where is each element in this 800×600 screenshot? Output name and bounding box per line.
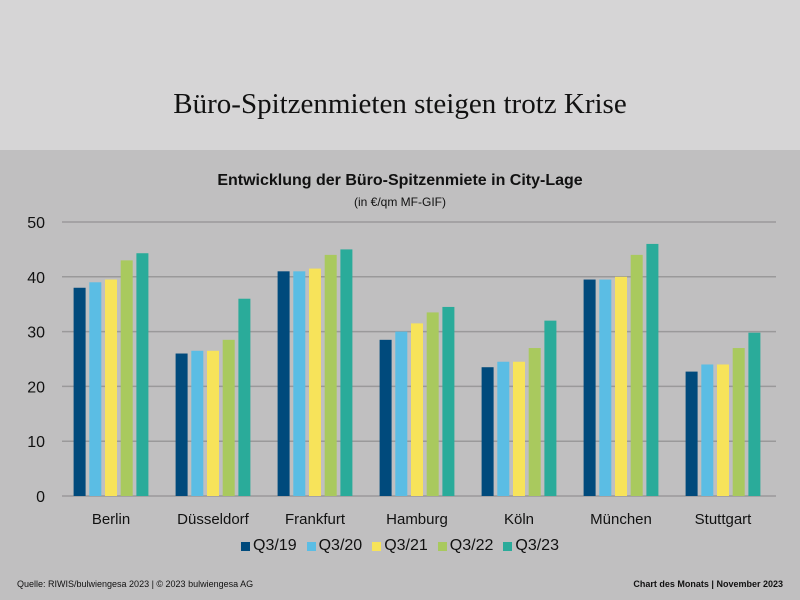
x-tick-label: Düsseldorf: [177, 511, 250, 528]
bar-q3-20-münchen: [599, 279, 612, 496]
bar-q3-22-münchen: [630, 254, 643, 496]
legend-label: Q3/21: [384, 537, 428, 554]
legend-swatch: [306, 541, 316, 551]
bar-q3-22-düsseldorf: [222, 339, 235, 496]
bar-q3-21-münchen: [615, 276, 627, 496]
y-tick-label: 50: [27, 215, 45, 232]
bar-q3-23-köln: [544, 320, 557, 496]
bar-q3-22-hamburg: [426, 312, 439, 496]
bar-q3-21-stuttgart: [717, 364, 729, 496]
bar-q3-22-köln: [528, 348, 541, 496]
x-tick-label: München: [590, 511, 652, 528]
y-tick-label: 20: [27, 379, 45, 396]
bar-q3-23-münchen: [646, 243, 659, 496]
legend-item: Q3/20: [306, 537, 363, 555]
x-tick-label: Hamburg: [386, 511, 448, 528]
bar-q3-19-köln: [481, 367, 494, 496]
legend-swatch: [241, 541, 251, 551]
legend-item: Q3/22: [437, 537, 494, 555]
bar-q3-22-stuttgart: [732, 348, 745, 496]
bar-q3-21-düsseldorf: [207, 350, 219, 496]
bar-q3-23-düsseldorf: [238, 298, 251, 496]
bar-q3-19-münchen: [583, 279, 596, 496]
bar-q3-20-berlin: [89, 282, 102, 496]
y-tick-label: 10: [27, 434, 45, 451]
x-tick-label: Frankfurt: [285, 511, 346, 528]
chart-of-month-note: Chart des Monats | November 2023: [633, 579, 783, 589]
bar-q3-20-köln: [497, 361, 510, 496]
x-tick-label: Köln: [504, 511, 534, 528]
bar-q3-21-berlin: [105, 279, 117, 496]
bar-q3-22-berlin: [120, 260, 133, 496]
page-title: Büro-Spitzenmieten steigen trotz Krise: [173, 88, 627, 120]
bar-q3-21-frankfurt: [309, 268, 321, 496]
bar-q3-22-frankfurt: [324, 254, 337, 496]
legend-label: Q3/23: [515, 537, 559, 554]
legend-swatch: [503, 541, 513, 551]
bar-q3-23-berlin: [136, 253, 149, 496]
bar-q3-23-frankfurt: [340, 249, 353, 496]
y-tick-label: 0: [36, 489, 45, 506]
bar-q3-21-hamburg: [411, 323, 423, 496]
bar-q3-19-berlin: [73, 287, 86, 496]
header-band: Büro-Spitzenmieten steigen trotz Krise: [0, 0, 800, 150]
chart-title: Entwicklung der Büro-Spitzenmiete in Cit…: [217, 172, 583, 189]
bar-q3-21-köln: [513, 361, 525, 496]
source-note: Quelle: RIWIS/bulwiengesa 2023 | © 2023 …: [17, 579, 254, 589]
bar-q3-19-hamburg: [379, 339, 392, 496]
bar-q3-20-frankfurt: [293, 271, 306, 496]
bar-q3-23-hamburg: [442, 306, 455, 496]
bar-q3-19-düsseldorf: [175, 353, 188, 496]
bar-q3-23-stuttgart: [748, 332, 761, 496]
legend-label: Q3/22: [449, 537, 494, 554]
bar-q3-19-frankfurt: [277, 271, 290, 496]
legend-item: Q3/23: [503, 537, 559, 555]
bar-q3-19-stuttgart: [685, 371, 698, 496]
y-tick-label: 30: [27, 325, 45, 342]
legend-label: Q3/20: [318, 537, 363, 554]
legend-item: Q3/21: [372, 537, 428, 555]
chart-subtitle: (in €/qm MF-GIF): [354, 195, 446, 209]
bar-q3-20-hamburg: [395, 331, 408, 496]
y-tick-label: 40: [27, 270, 45, 287]
chart-legend: Q3/19 Q3/20 Q3/21 Q3/22 Q3/23: [0, 537, 800, 555]
legend-label: Q3/19: [253, 537, 297, 554]
bar-q3-20-düsseldorf: [191, 350, 204, 496]
legend-swatch: [437, 541, 447, 551]
legend-swatch: [372, 541, 382, 551]
legend-item: Q3/19: [241, 537, 297, 555]
x-tick-label: Stuttgart: [695, 511, 753, 528]
bar-q3-20-stuttgart: [701, 364, 714, 496]
x-tick-label: Berlin: [92, 511, 130, 528]
